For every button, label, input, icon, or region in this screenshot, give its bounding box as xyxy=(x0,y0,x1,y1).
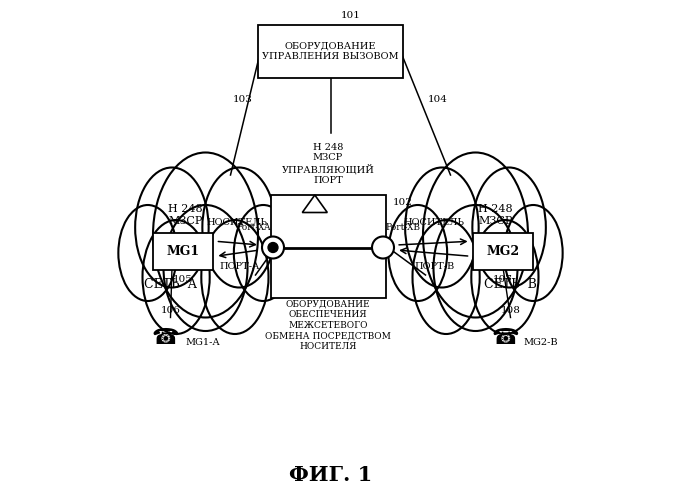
Text: 106: 106 xyxy=(160,306,180,315)
Ellipse shape xyxy=(423,152,528,318)
FancyBboxPatch shape xyxy=(270,195,386,298)
Text: СЕТЬ  А: СЕТЬ А xyxy=(144,278,197,291)
Text: MG2: MG2 xyxy=(486,244,520,258)
Text: ПОРТ-А: ПОРТ-А xyxy=(219,262,259,271)
Text: H 248
МЗСР: H 248 МЗСР xyxy=(478,204,513,226)
Ellipse shape xyxy=(413,220,480,334)
Text: 102: 102 xyxy=(393,198,413,207)
Text: ФИГ. 1: ФИГ. 1 xyxy=(289,465,372,485)
Text: ПОРТ-В: ПОРТ-В xyxy=(414,262,455,271)
FancyBboxPatch shape xyxy=(153,232,213,270)
Text: НОСИТЕЛЬ: НОСИТЕЛЬ xyxy=(404,218,465,227)
Circle shape xyxy=(262,236,284,258)
Text: Port-XB: Port-XB xyxy=(386,224,421,232)
Text: Port-XA: Port-XA xyxy=(236,224,270,232)
Ellipse shape xyxy=(405,168,479,288)
FancyBboxPatch shape xyxy=(258,25,403,78)
Text: 105: 105 xyxy=(173,276,193,284)
Ellipse shape xyxy=(471,220,538,334)
Text: СЕТЬ  В: СЕТЬ В xyxy=(484,278,537,291)
Text: ☎: ☎ xyxy=(491,328,520,347)
Text: MG1: MG1 xyxy=(167,244,200,258)
Text: 101: 101 xyxy=(341,10,361,20)
Ellipse shape xyxy=(118,205,177,301)
Text: MG2-В: MG2-В xyxy=(523,338,558,347)
Text: 103: 103 xyxy=(233,96,253,104)
Text: 107: 107 xyxy=(493,276,513,284)
Text: H 248
МЗСР: H 248 МЗСР xyxy=(168,204,203,226)
Ellipse shape xyxy=(153,152,258,318)
Text: ОБОРУДОВАНИЕ
ОБЕСПЕЧЕНИЯ
МЕЖСЕТЕВОГО
ОБМЕНА ПОСРЕДСТВОМ
НОСИТЕЛЯ: ОБОРУДОВАНИЕ ОБЕСПЕЧЕНИЯ МЕЖСЕТЕВОГО ОБМ… xyxy=(265,300,391,350)
Text: 108: 108 xyxy=(500,306,520,315)
Ellipse shape xyxy=(202,168,276,288)
FancyBboxPatch shape xyxy=(473,232,533,270)
Text: H 248
МЗСР
УПРАВЛЯЮЩИЙ
ПОРТ: H 248 МЗСР УПРАВЛЯЮЩИЙ ПОРТ xyxy=(281,143,375,185)
Text: НОСИТЕЛЬ: НОСИТЕЛЬ xyxy=(206,218,267,227)
Ellipse shape xyxy=(234,205,293,301)
Ellipse shape xyxy=(201,220,269,334)
Ellipse shape xyxy=(142,220,209,334)
Text: 104: 104 xyxy=(428,96,448,104)
Ellipse shape xyxy=(433,205,518,331)
Text: MG1-А: MG1-А xyxy=(185,338,220,347)
Ellipse shape xyxy=(135,168,209,288)
Ellipse shape xyxy=(504,205,562,301)
Circle shape xyxy=(372,236,394,258)
Text: ОБОРУДОВАНИЕ
УПРАВЛЕНИЯ ВЫЗОВОМ: ОБОРУДОВАНИЕ УПРАВЛЕНИЯ ВЫЗОВОМ xyxy=(262,42,399,61)
Ellipse shape xyxy=(473,168,546,288)
Text: ☎: ☎ xyxy=(151,328,180,347)
Circle shape xyxy=(268,242,278,252)
Ellipse shape xyxy=(388,205,447,301)
Ellipse shape xyxy=(164,205,247,331)
